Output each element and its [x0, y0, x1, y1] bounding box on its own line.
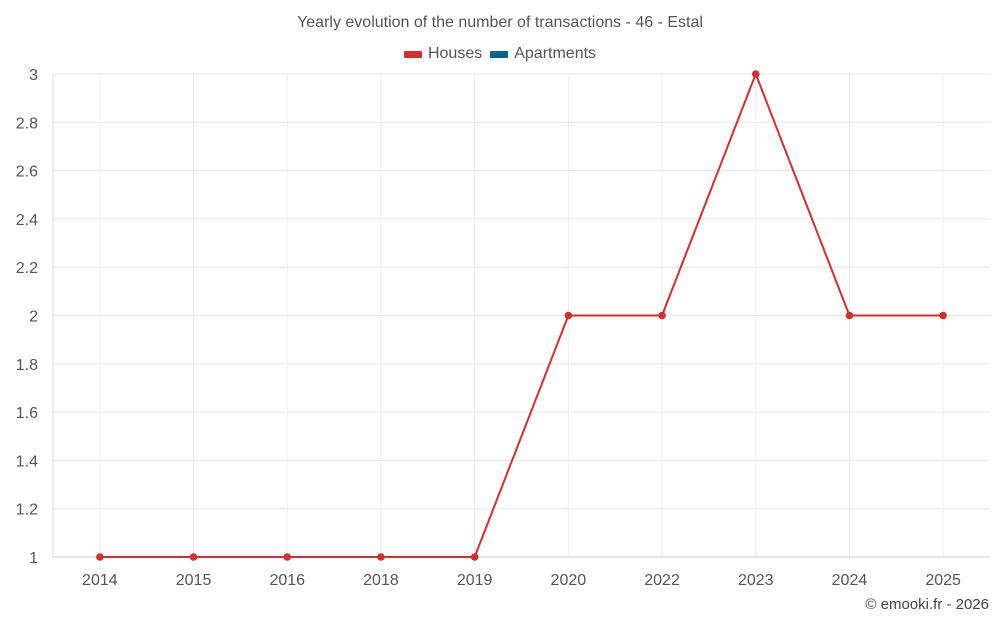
y-tick-label: 3 — [29, 67, 38, 84]
data-point — [939, 311, 947, 320]
data-point — [564, 311, 573, 320]
y-tick-label: 2.6 — [16, 164, 38, 181]
x-tick-label: 2014 — [82, 572, 118, 589]
legend-swatch-apartments — [490, 50, 509, 58]
legend-label-houses: Houses — [427, 45, 483, 62]
x-tick-label: 2020 — [551, 572, 587, 589]
y-tick-label: 1.2 — [16, 502, 38, 519]
y-tick-label: 2.2 — [16, 260, 38, 277]
data-point — [189, 553, 198, 561]
x-tick-label: 2018 — [363, 572, 399, 589]
y-tick-label: 2.4 — [16, 212, 38, 229]
y-tick-label: 1.6 — [16, 405, 38, 422]
legend-swatch-houses — [403, 50, 422, 58]
data-point — [658, 311, 666, 320]
y-tick-label: 1.8 — [16, 357, 38, 374]
legend: Houses Apartments — [0, 45, 1000, 63]
x-tick-label: 2016 — [269, 572, 305, 589]
y-tick-label: 1.4 — [16, 453, 38, 470]
legend-item-houses[interactable]: Houses — [403, 45, 483, 63]
y-tick-label: 2.8 — [16, 115, 38, 132]
x-tick-label: 2019 — [457, 572, 493, 589]
y-tick-label: 2 — [29, 309, 38, 326]
series-line-houses — [99, 73, 944, 558]
data-point — [377, 553, 385, 561]
data-point — [470, 553, 479, 561]
y-tick-label: 1 — [29, 550, 38, 567]
credit-text: © emooki.fr - 2026 — [865, 596, 989, 613]
x-tick-label: 2024 — [832, 572, 868, 589]
data-point — [283, 553, 292, 561]
chart-title: Yearly evolution of the number of transa… — [297, 14, 703, 31]
x-tick-label: 2025 — [925, 572, 961, 589]
data-point — [751, 70, 760, 78]
x-tick-label: 2023 — [738, 572, 774, 589]
x-tick-label: 2015 — [176, 572, 212, 589]
data-point — [845, 311, 854, 320]
legend-item-apartments[interactable]: Apartments — [490, 45, 596, 63]
x-tick-label: 2022 — [644, 572, 680, 589]
data-point — [96, 553, 104, 561]
legend-label-apartments: Apartments — [514, 45, 597, 62]
